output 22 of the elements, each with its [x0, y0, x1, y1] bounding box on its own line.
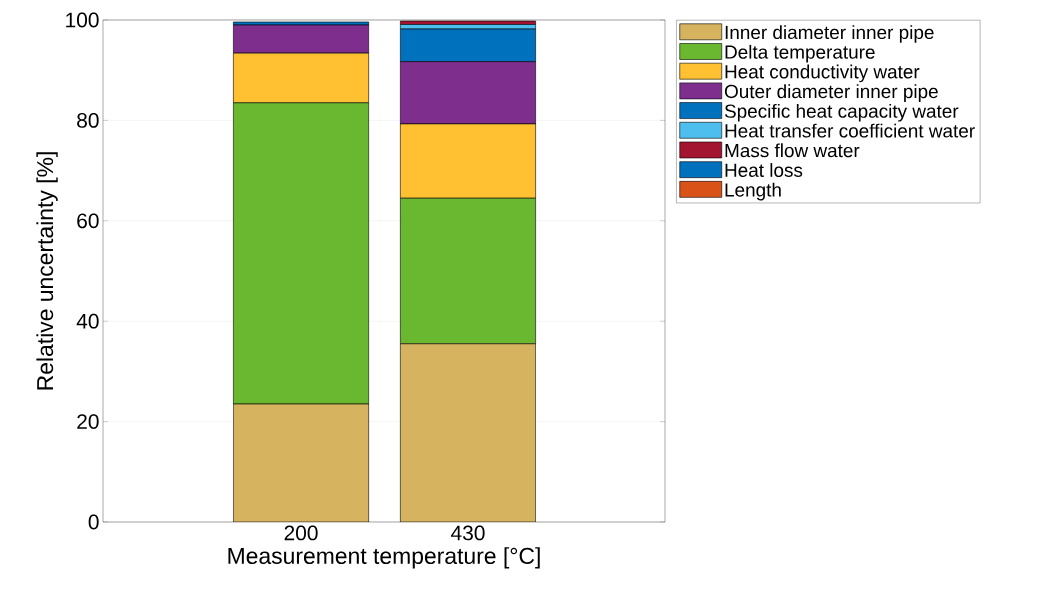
bar [233, 403, 369, 522]
legend-label: Length [725, 182, 781, 201]
legend-label: Inner diameter inner pipe [725, 25, 934, 43]
y-tick-label: 60 [77, 213, 99, 229]
x-axis-title: Measurement temperature [°C] [228, 547, 540, 569]
legend-label: Specific heat capacity water [724, 103, 959, 122]
bar [400, 20, 536, 25]
legend-label: Mass flow water [725, 143, 860, 158]
y-tick-label: 40 [76, 313, 99, 329]
y-tick-label: 20 [77, 414, 99, 429]
y-tick-label: 0 [88, 514, 99, 530]
y-tick-label: 80 [77, 112, 99, 128]
x-tick-label: 200 [284, 525, 318, 541]
legend-label: Outer diameter inner pipe [724, 84, 938, 102]
y-axis-title: Relative uncertainty [%] [36, 152, 58, 390]
legend-label: Delta temperature [725, 44, 875, 63]
legend-label: Heat loss [725, 163, 803, 177]
legend-label: Heat conductivity water [725, 64, 920, 83]
y-tick-label: 100 [66, 12, 99, 28]
legend-label: Heat transfer coefficient water [725, 123, 975, 138]
x-tick-label: 430 [451, 525, 485, 541]
bar [400, 343, 536, 522]
